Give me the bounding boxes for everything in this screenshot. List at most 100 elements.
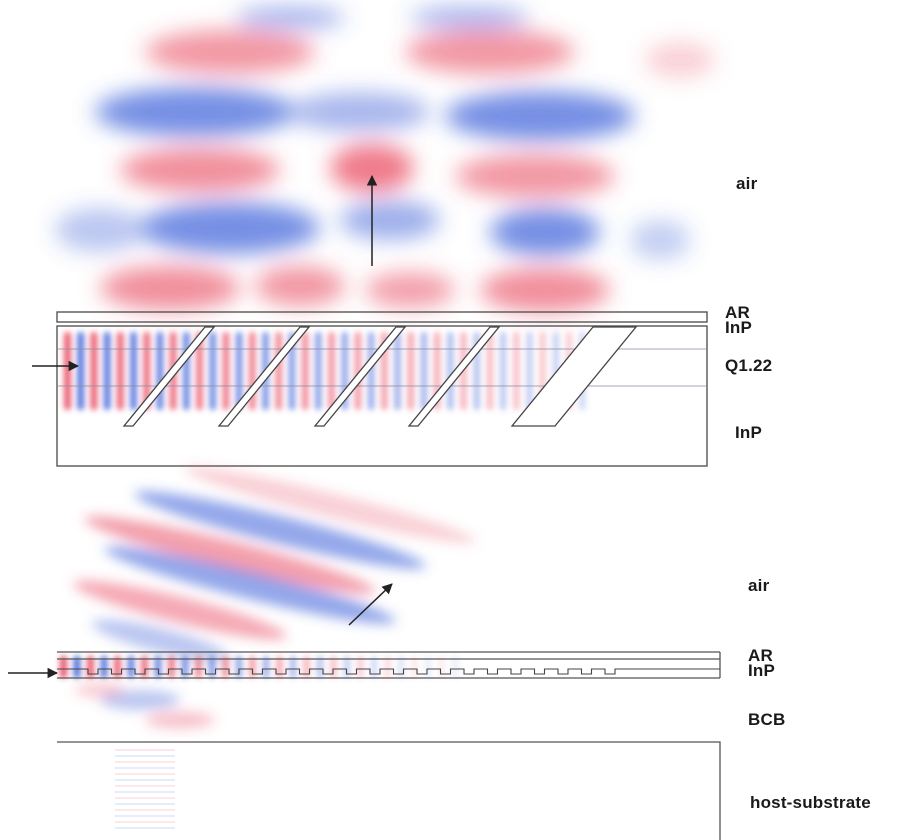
label-top-air: air (736, 174, 758, 193)
top-air-radiation-field (55, 6, 715, 312)
top-air-lobe-17 (255, 266, 345, 306)
top-air-lobe-9 (330, 144, 414, 192)
bottom-guided-streak-0 (60, 656, 67, 678)
top-guided-streak-34 (512, 332, 520, 410)
label-top-inp-upper: InP (725, 318, 753, 337)
bottom-air-band-1 (184, 466, 476, 544)
bottom-guided-streak-3 (100, 656, 108, 678)
top-guided-streak-16 (275, 332, 283, 410)
bottom-air-band-4 (73, 580, 287, 640)
top-air-lobe-19 (480, 268, 610, 312)
bottom-guided-mode-field (60, 656, 459, 678)
top-air-lobe-6 (290, 92, 430, 132)
bottom-guided-streak-25 (397, 656, 405, 678)
top-guided-streak-3 (103, 332, 111, 410)
top-air-lobe-14 (490, 208, 600, 256)
bottom-guided-streak-26 (411, 656, 418, 678)
top-air-lobe-0 (235, 6, 345, 30)
top-guided-streak-22 (354, 332, 362, 410)
top-guided-streak-26 (407, 332, 415, 410)
label-bottom-air: air (748, 576, 770, 595)
top-guided-streak-7 (156, 332, 164, 410)
bottom-guided-streak-20 (330, 656, 337, 678)
bottom-guided-streak-22 (357, 656, 364, 678)
bottom-guided-streak-18 (303, 656, 310, 678)
top-grating-tooth-4 (510, 326, 638, 427)
bottom-guided-streak-11 (208, 656, 216, 678)
top-guided-streak-6 (143, 332, 151, 410)
bottom-guided-streak-24 (384, 656, 391, 678)
top-guided-streak-2 (90, 332, 98, 410)
bottom-guided-streak-21 (343, 656, 351, 678)
top-air-lobe-4 (645, 42, 715, 78)
bottom-guided-streak-14 (249, 656, 256, 678)
bcb-lobe-1 (145, 711, 215, 729)
top-guided-streak-25 (394, 332, 401, 410)
bottom-bcb-field (75, 682, 215, 729)
top-guided-streak-27 (420, 332, 428, 410)
top-device-box (56, 325, 708, 467)
top-air-lobe-11 (55, 208, 145, 252)
label-top-q122: Q1.22 (725, 356, 773, 375)
bottom-air-radiation-field (73, 466, 476, 661)
top-guided-streak-17 (288, 332, 296, 410)
label-top-ar: AR (725, 303, 750, 322)
bottom-guided-streak-16 (276, 656, 283, 678)
top-air-lobe-7 (445, 91, 635, 141)
top-guided-streak-19 (314, 332, 322, 410)
label-bottom-inp: InP (748, 661, 776, 680)
bottom-guided-streak-10 (195, 656, 202, 678)
top-grating-tooth-2 (313, 326, 407, 427)
bottom-guided-streak-8 (168, 656, 175, 678)
top-guided-streak-4 (116, 332, 124, 410)
top-air-lobe-1 (410, 6, 530, 30)
top-grating-tooth-1 (217, 326, 311, 427)
top-grating-tooth-3 (407, 326, 501, 427)
top-guided-streak-12 (222, 332, 230, 410)
bottom-layer-outlines (57, 651, 721, 840)
top-guided-streak-10 (196, 332, 203, 410)
top-slanted-grating (122, 326, 638, 427)
bottom-guided-streak-19 (316, 656, 324, 678)
top-guided-streak-33 (499, 332, 507, 410)
bottom-air-band-2 (84, 516, 376, 594)
top-air-lobe-8 (120, 148, 280, 192)
top-guided-mode-field (64, 332, 586, 410)
bottom-guided-streak-29 (451, 656, 459, 678)
bottom-guided-streak-15 (262, 656, 270, 678)
top-guided-streak-0 (64, 332, 71, 410)
bottom-guided-streak-1 (73, 656, 81, 678)
bottom-air-band-5 (92, 619, 228, 661)
top-guided-streak-23 (367, 332, 375, 410)
top-guided-streak-9 (182, 332, 190, 410)
label-top-inp-lower: InP (735, 423, 763, 442)
top-air-lobe-12 (140, 202, 320, 254)
top-air-lobe-2 (145, 30, 315, 74)
bottom-air-band-0 (134, 491, 426, 569)
top-ar-layer (56, 311, 708, 323)
bcb-lobe-0 (100, 690, 180, 710)
top-air-lobe-15 (630, 220, 690, 260)
top-air-lobe-5 (95, 87, 295, 137)
bottom-guided-streak-5 (127, 656, 135, 678)
bottom-guided-streak-28 (438, 656, 445, 678)
bottom-guided-streak-6 (141, 656, 148, 678)
top-guided-streak-5 (130, 332, 137, 410)
top-guided-streak-18 (301, 332, 309, 410)
top-guided-streak-35 (526, 332, 533, 410)
top-guided-streak-32 (486, 332, 494, 410)
bottom-guided-streak-7 (154, 656, 162, 678)
bottom-guided-streak-17 (289, 656, 297, 678)
top-air-lobe-3 (405, 30, 575, 74)
substrate-field-streaks (115, 749, 175, 829)
top-air-lobe-10 (455, 154, 615, 198)
top-guided-streak-13 (235, 332, 243, 410)
top-guided-streak-20 (328, 332, 335, 410)
top-air-lobe-13 (340, 200, 440, 240)
top-air-lobe-18 (365, 272, 455, 308)
top-guided-streak-29 (446, 332, 454, 410)
label-bottom-ar: AR (748, 646, 773, 665)
label-bottom-substrate: host-substrate (750, 793, 871, 812)
bottom-guided-streak-2 (87, 656, 94, 678)
